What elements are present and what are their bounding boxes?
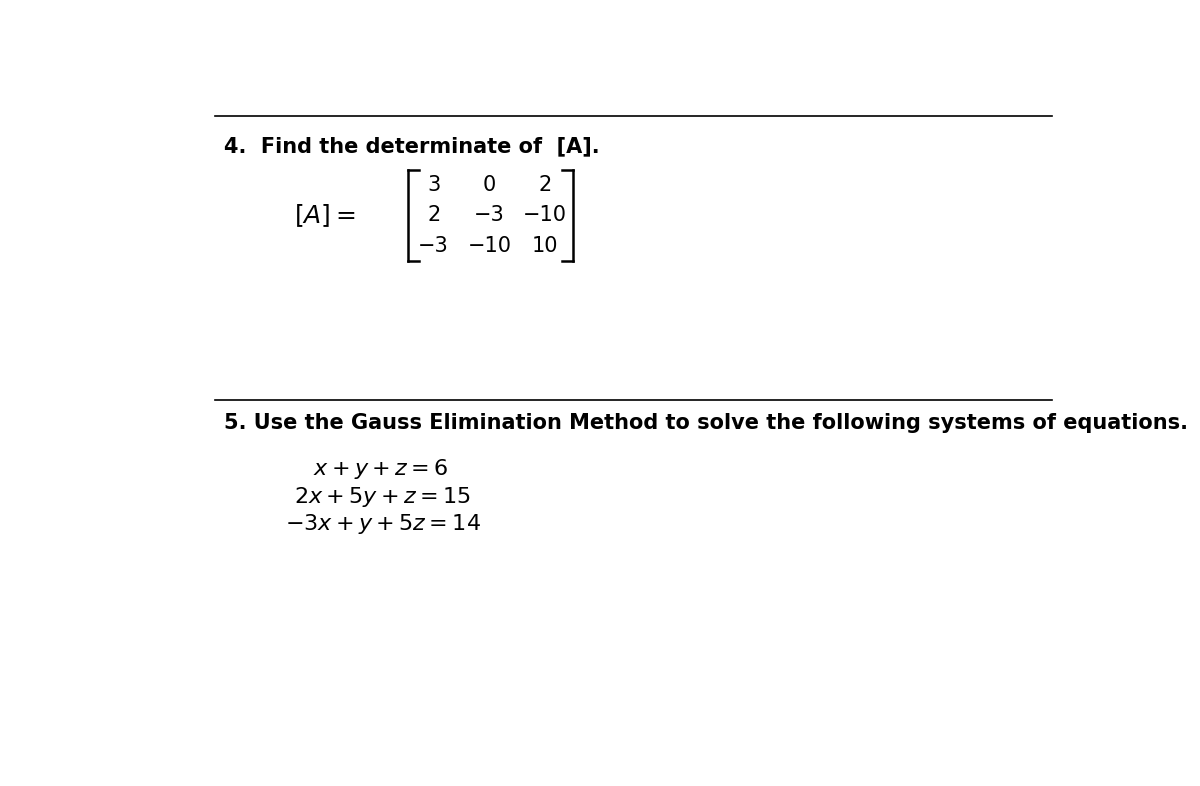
Text: −3: −3 [419,236,449,255]
Text: 10: 10 [532,236,558,255]
Text: 3: 3 [427,175,440,195]
Text: 4.  Find the determinate of  [A].: 4. Find the determinate of [A]. [224,137,600,156]
Text: $2x+5y+z=15$: $2x+5y+z=15$ [294,485,470,509]
Text: −3: −3 [474,205,505,226]
Text: $x+y+z=6$: $x+y+z=6$ [313,457,448,482]
Text: 2: 2 [427,205,440,226]
Text: $[A]=$: $[A]=$ [294,202,356,229]
Text: 5. Use the Gauss Elimination Method to solve the following systems of equations.: 5. Use the Gauss Elimination Method to s… [224,413,1188,433]
Text: 2: 2 [539,175,552,195]
Text: −10: −10 [468,236,511,255]
Text: $-3x+y+5z=14$: $-3x+y+5z=14$ [284,512,481,536]
Text: −10: −10 [523,205,568,226]
Text: 0: 0 [482,175,496,195]
